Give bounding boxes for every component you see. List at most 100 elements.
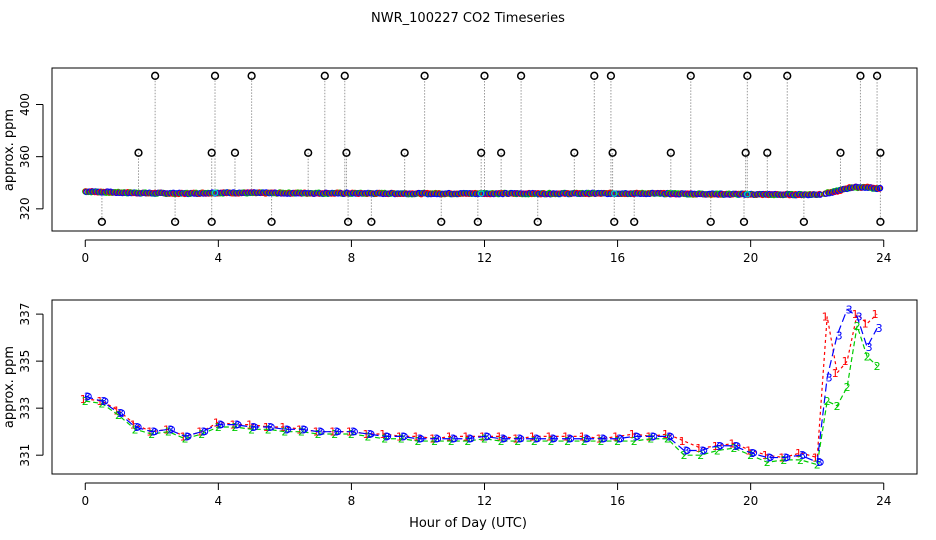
spike-high-point [590,71,599,80]
series-point-3 [184,432,192,440]
series-label-3: 3 [516,433,523,446]
cyan-point [211,189,219,197]
series-label-2: 2 [148,428,155,441]
series-label-1: 1 [842,355,849,368]
series-label-1: 1 [96,395,103,408]
series-label-3: 3 [167,423,174,436]
series-label-2: 2 [265,423,272,436]
series-label-1: 1 [822,310,829,323]
series-point-3 [533,435,541,443]
series-label-1: 1 [629,428,636,441]
series-label-2: 2 [764,456,771,469]
series-label-2: 2 [231,421,238,434]
series-point-3 [816,458,824,466]
series-label-3: 3 [233,419,240,432]
series-label-1: 1 [412,430,419,443]
spike-mid-point [230,148,240,157]
series-label-2: 2 [664,433,671,446]
series-point-3 [484,432,491,440]
series-label-2: 2 [448,435,455,448]
series-label-2: 2 [564,435,571,448]
series-point-3 [583,435,591,443]
top-y-tick-label: 360 [18,145,32,168]
spike-high-point [150,71,160,80]
baseline-point [876,184,884,192]
series-label-1: 1 [146,426,153,439]
spike-high-point [686,71,695,80]
series-label-2: 2 [365,430,372,443]
series-point-3 [201,428,209,436]
series-point-3 [167,425,175,433]
bottom-y-tick-label: 333 [18,397,32,420]
series-label-1: 1 [795,447,802,460]
series-label-1: 1 [130,419,137,432]
top-panel: 0 4 8 12 16 20 24 320 360 400 [18,67,918,265]
spike-high-point [743,71,752,80]
series-label-2: 2 [514,435,521,448]
series-label-2: 2 [614,435,621,448]
top-x-tick-label: 4 [215,251,223,265]
spike-low-point [630,217,639,227]
spike-high-point [340,71,349,80]
series-label-3: 3 [250,421,257,434]
series-label-3: 3 [117,407,124,420]
series-label-1: 1 [446,430,453,443]
series-label-3: 3 [766,452,773,465]
series-label-3: 3 [350,426,357,439]
series-point-3 [301,425,309,433]
series-label-2: 2 [82,395,89,408]
series-label-2: 2 [331,428,338,441]
series-label-1: 1 [862,318,869,331]
series-label-1: 1 [529,430,536,443]
cyan-point [611,190,618,197]
series-label-1: 1 [180,430,187,443]
series-label-3: 3 [599,433,606,446]
top-x-tick-label: 12 [477,251,492,265]
series-label-1: 1 [662,428,669,441]
series-label-3: 3 [616,433,623,446]
spike-low-point [533,217,542,227]
spike-mid-point [477,148,486,157]
spike-mid-point [570,148,579,157]
top-x-tick-label: 24 [876,251,891,265]
series-point-3 [450,435,458,443]
series-point-3 [500,435,508,443]
series-label-2: 2 [215,421,222,434]
series-point-3 [134,423,142,431]
series-label-2: 2 [198,428,205,441]
series-label-1: 1 [679,435,686,448]
series-label-2: 2 [531,435,538,448]
series-label-2: 2 [315,428,322,441]
spike-mid-point [666,148,675,157]
series-label-3: 3 [300,423,307,436]
series-label-3: 3 [633,430,640,443]
series-point-3 [700,446,708,454]
spike-mid-point [496,148,506,157]
series-label-1: 1 [695,442,702,455]
spike-mid-point [304,148,313,157]
series-point-3 [367,430,375,438]
spike-high-point [783,71,792,80]
series-label-3: 3 [433,433,440,446]
series-label-3: 3 [550,433,557,446]
series-label-2: 2 [414,435,421,448]
series-point-3 [234,421,242,429]
series-label-2: 2 [814,459,821,472]
series-point-3 [384,432,392,440]
spike-low-point [739,217,749,227]
series-label-2: 2 [824,395,831,408]
bottom-x-tick-label: 16 [610,494,625,508]
series-label-1: 1 [546,430,553,443]
cyan-point [477,190,485,197]
series-label-1: 1 [496,430,503,443]
series-label-3: 3 [267,421,274,434]
x-axis-label: Hour of Day (UTC) [409,516,527,531]
series-label-3: 3 [846,303,853,316]
bottom-plot-frame [51,299,918,475]
series-label-3: 3 [333,426,340,439]
spike-mid-point [763,148,772,157]
series-label-3: 3 [716,440,723,453]
series-label-3: 3 [683,444,690,457]
